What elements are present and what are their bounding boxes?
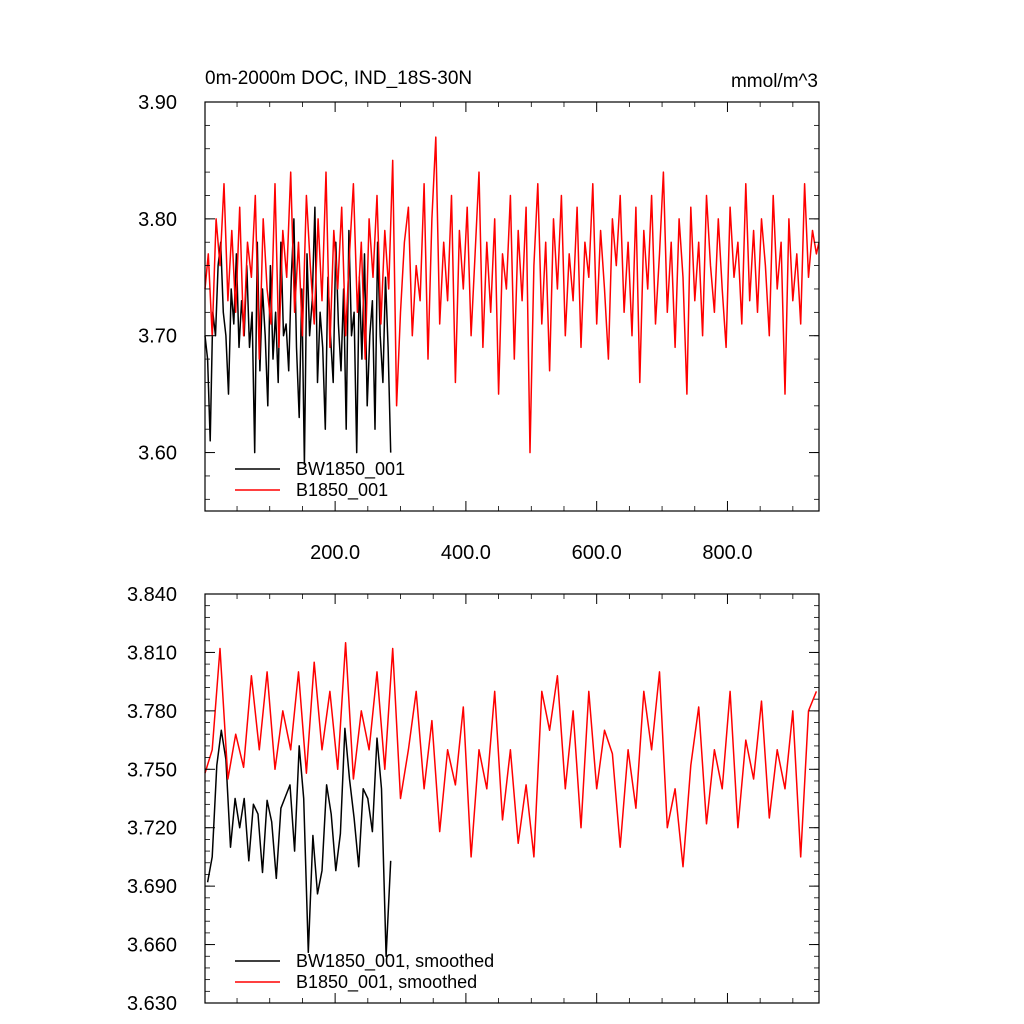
y-tick-label: 3.750 [127,759,177,781]
x-tick-label: 400.0 [441,542,491,564]
legend-label: BW1850_001 [296,459,405,480]
x-tick-label: 200.0 [310,542,360,564]
units-label: mmol/m^3 [731,71,818,92]
series-line-1 [204,206,392,466]
y-tick-label: 3.660 [127,935,177,957]
series-line-2 [204,136,820,454]
plot-frame [204,593,820,1004]
y-tick-label: 3.780 [127,701,177,723]
plot-frame [204,101,820,512]
y-tick-label: 3.80 [138,209,177,231]
y-tick-label: 3.60 [138,443,177,465]
y-tick-label: 3.810 [127,642,177,664]
y-tick-label: 3.690 [127,876,177,898]
y-tick-label: 3.70 [138,326,177,348]
y-tick-label: 3.90 [138,92,177,114]
y-tick-label: 3.630 [127,993,177,1015]
legend-label: B1850_001 [296,480,388,501]
bottom-panel: 3.630 3.660 3.690 3.720 3.750 3.780 3.810 3.840… [127,584,820,1015]
legend-label: B1850_001, smoothed [296,972,477,993]
axes-group: 3.630 3.660 3.690 3.720 3.750 3.780 3.810 3.840 [127,584,819,1015]
series-line-2 [204,641,818,868]
y-tick-label: 3.840 [127,584,177,606]
axes-group: 3.60 3.70 3.80 3.90 200.0 400.0 600.0 800.0 [138,92,819,564]
series-group [204,136,820,466]
chart-title: 0m-2000m DOC, IND_18S-30N [205,68,472,89]
y-tick-label: 3.720 [127,818,177,840]
series-line-1 [206,727,392,958]
top-panel: 0m-2000m DOC, IND_18S-30N mmol/m^3 3.603… [138,68,820,564]
x-tick-label: 600.0 [572,542,622,564]
series-group [204,641,818,958]
legend-label: BW1850_001, smoothed [296,951,494,972]
x-tick-label: 800.0 [702,542,752,564]
